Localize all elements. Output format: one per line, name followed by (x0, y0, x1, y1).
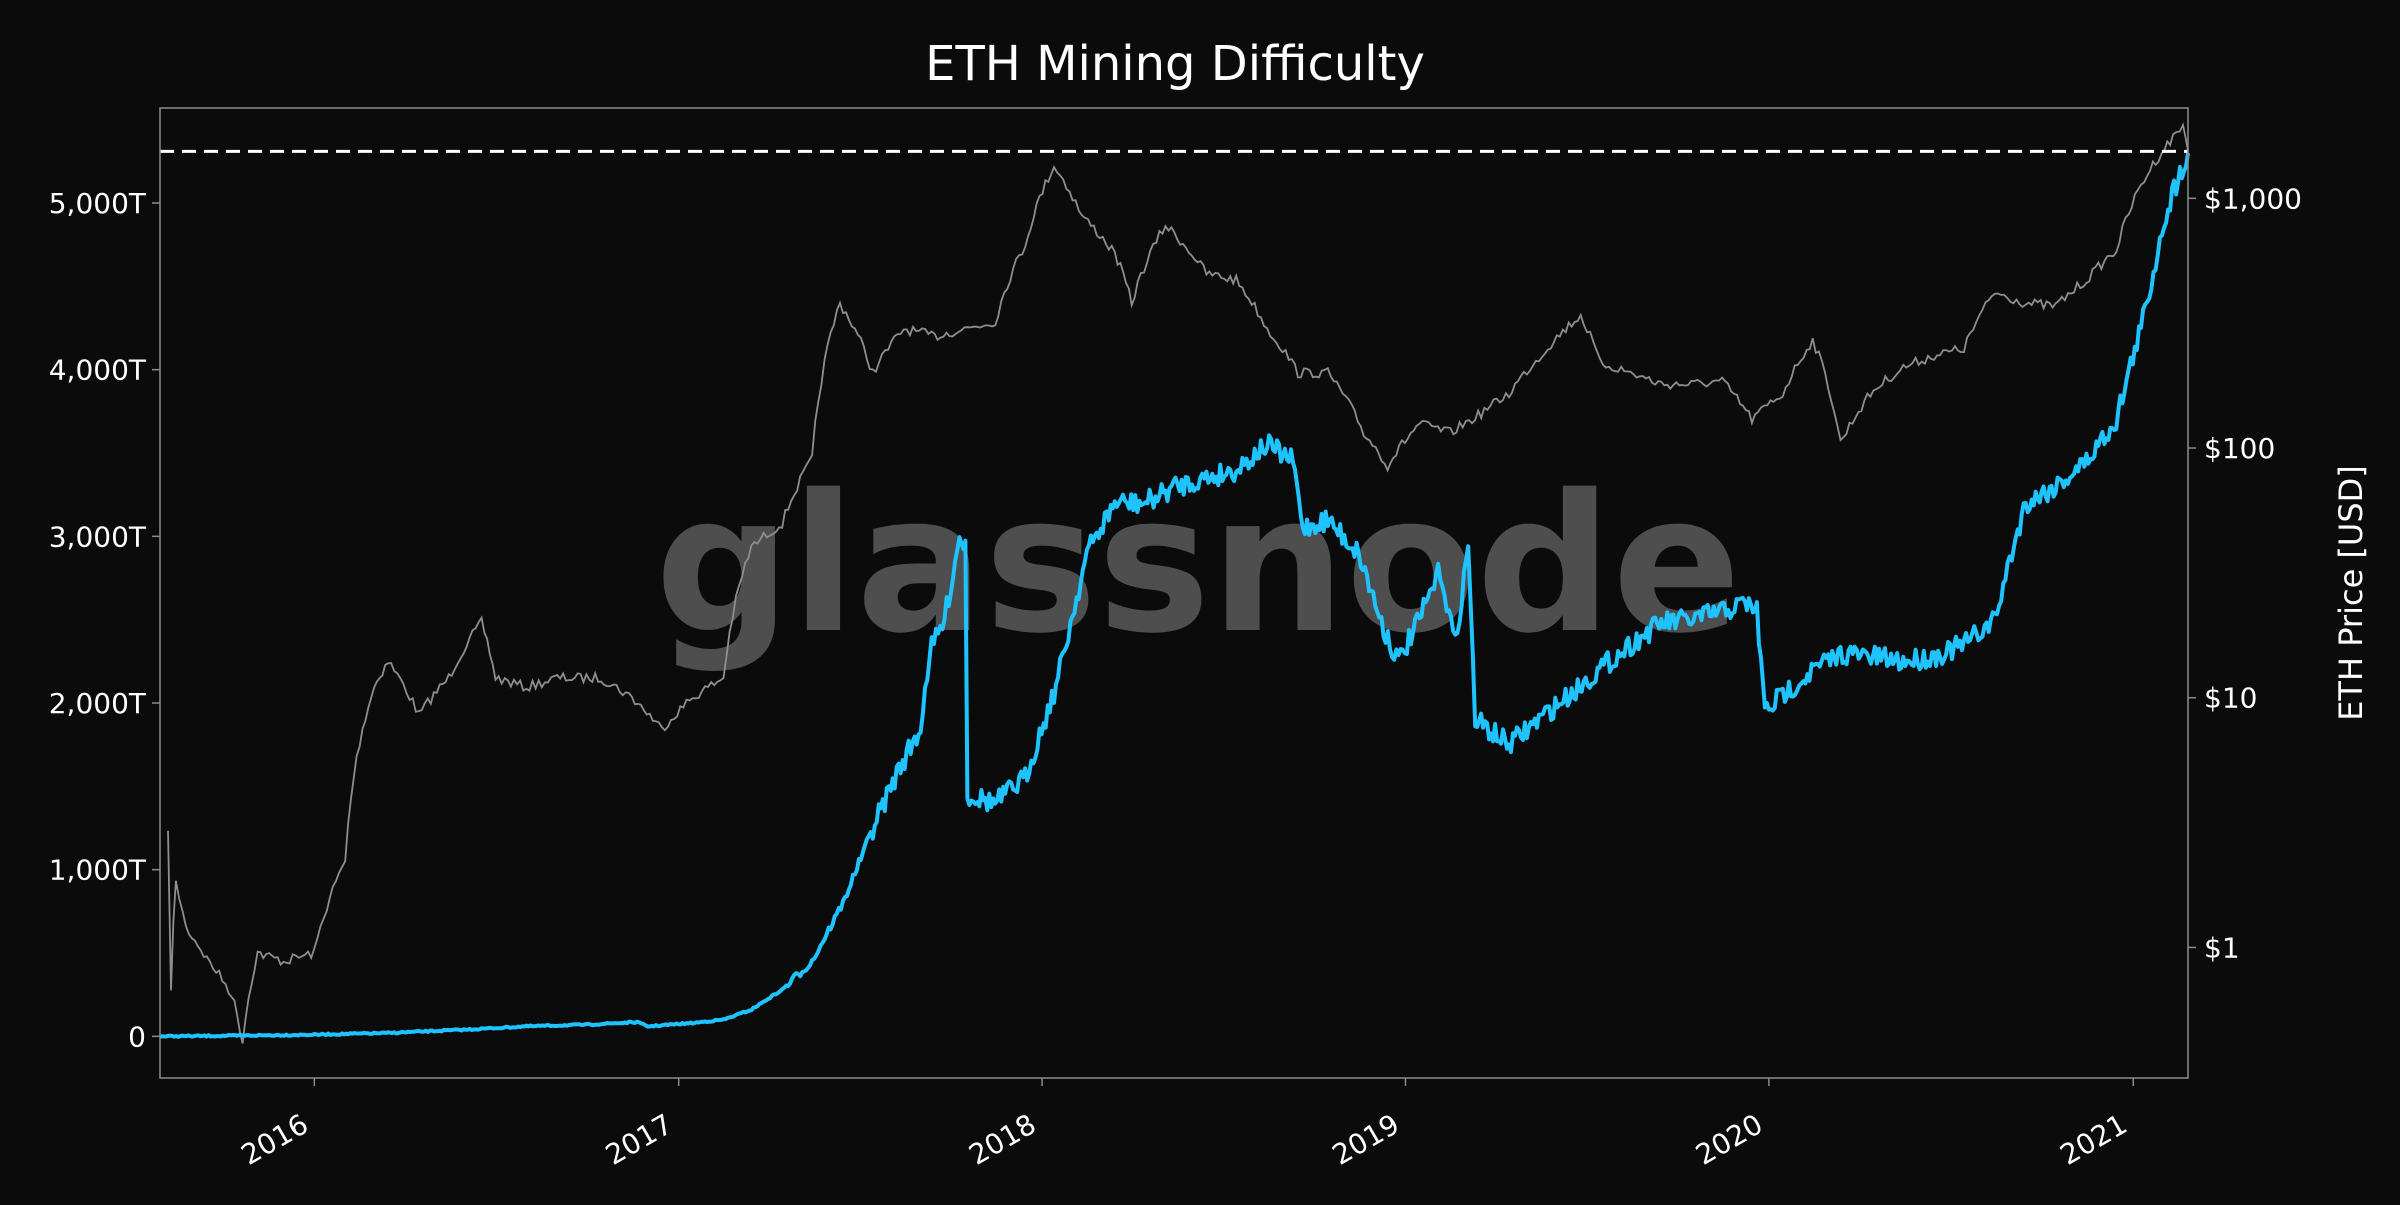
series-line-eth-price (167, 122, 2189, 1044)
y-right-tick-label: $10 (2204, 682, 2257, 715)
y-left-tick-label: 4,000T (49, 354, 147, 387)
chart-title: ETH Mining Difficulty (925, 36, 1425, 92)
plot-area: glassnode 0 1,000T 2,000T 3,000T 4,000T 5,000T… (49, 107, 2302, 1172)
y-right-tick-label: $100 (2204, 432, 2275, 465)
y-right-tick-label: $1,000 (2204, 182, 2302, 215)
y-right-tick-label: $1 (2204, 931, 2240, 964)
y-left-tick-label: 5,000T (49, 187, 147, 220)
plot-frame (159, 107, 2189, 1079)
y-left-tick-label: 3,000T (49, 520, 147, 553)
watermark-text: glassnode (655, 454, 1741, 675)
y-left-tick-label: 0 (128, 1020, 146, 1053)
y-left-tick-label: 2,000T (49, 687, 147, 720)
right-axis-label: ETH Price [USD] (2332, 465, 2370, 721)
y-left-tick-label: 1,000T (49, 854, 147, 887)
series-line-mining-difficulty (159, 152, 2190, 1039)
